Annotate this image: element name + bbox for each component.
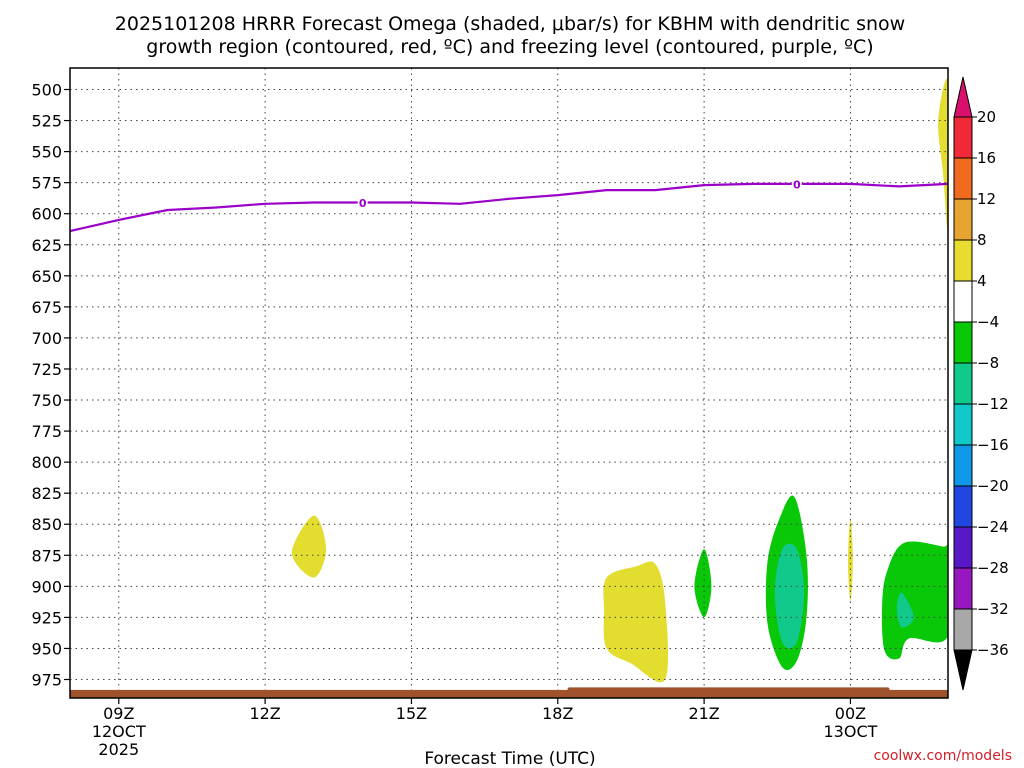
y-tick-label: 975 xyxy=(31,671,62,690)
y-tick-label: 850 xyxy=(31,515,62,534)
y-tick-label: 700 xyxy=(31,329,62,348)
colorbar-label: −16 xyxy=(977,436,1009,454)
colorbar-label: 20 xyxy=(977,108,996,126)
y-tick-label: 875 xyxy=(31,546,62,565)
colorbar-label: 16 xyxy=(977,149,996,167)
x-tick-label: 21Z xyxy=(688,704,719,723)
colorbar-segment xyxy=(953,116,973,159)
colorbar-label: −24 xyxy=(977,518,1009,536)
colorbar: 20 16 12 8 4 −4 −8 −12 −16 −20 −24 −28 −32 −36 xyxy=(953,76,1009,691)
y-tick-label: 650 xyxy=(31,267,62,286)
omega-region-4 xyxy=(774,543,805,649)
y-tick-label: 925 xyxy=(31,608,62,627)
x-tick-label: 15Z xyxy=(396,704,427,723)
x-tick-label: 18Z xyxy=(542,704,573,723)
omega-region-5 xyxy=(848,518,853,602)
colorbar-segment xyxy=(953,444,973,487)
y-tick-label: 675 xyxy=(31,298,62,317)
x-tick-year: 2025 xyxy=(98,740,139,759)
contour-label-bg xyxy=(357,195,368,210)
omega-region-1 xyxy=(603,561,669,683)
colorbar-label: −4 xyxy=(977,313,999,331)
colorbar-segment xyxy=(953,280,973,323)
y-tick-label: 500 xyxy=(31,81,62,100)
x-tick-date: 13OCT xyxy=(823,722,877,741)
colorbar-segment xyxy=(953,608,973,651)
y-tick-label: 725 xyxy=(31,360,62,379)
colorbar-segment xyxy=(953,485,973,528)
surface-band xyxy=(70,687,948,698)
omega-region-0 xyxy=(291,515,327,578)
colorbar-label: −32 xyxy=(977,600,1009,618)
y-tick-label: 625 xyxy=(31,236,62,255)
y-tick-label: 575 xyxy=(31,174,62,193)
y-axis: 500 525 550 575 600 625 650 675 700 725 750 775 800 8… xyxy=(31,81,70,690)
y-tick-label: 525 xyxy=(31,112,62,131)
chart-title-line-2: growth region (contoured, red, ºC) and f… xyxy=(146,36,873,58)
y-tick-label: 825 xyxy=(31,484,62,503)
colorbar-label: −36 xyxy=(977,641,1009,659)
colorbar-label: −12 xyxy=(977,395,1009,413)
colorbar-segment xyxy=(953,526,973,569)
colorbar-label: 8 xyxy=(977,231,987,249)
freezing-level-layer: 00 xyxy=(69,176,949,233)
omega-region-7 xyxy=(896,592,914,628)
y-tick-label: 550 xyxy=(31,143,62,162)
colorbar-segment xyxy=(953,157,973,200)
omega-region-2 xyxy=(694,549,712,618)
freezing-level-line xyxy=(69,182,949,233)
colorbar-label: −28 xyxy=(977,559,1009,577)
freezing-level-label-1: 0 xyxy=(793,178,801,191)
colorbar-segment xyxy=(953,239,973,282)
colorbar-segment xyxy=(953,567,973,610)
x-tick-label: 00Z xyxy=(835,704,866,723)
colorbar-top-arrow xyxy=(953,76,973,118)
gridlines xyxy=(70,68,948,698)
colorbar-label: −20 xyxy=(977,477,1009,495)
x-axis-label: Forecast Time (UTC) xyxy=(424,749,595,768)
colorbar-bottom-arrow xyxy=(953,649,973,691)
surface-band-main xyxy=(70,689,948,698)
y-tick-label: 775 xyxy=(31,422,62,441)
colorbar-segment xyxy=(953,321,973,364)
x-tick-label: 12Z xyxy=(249,704,280,723)
colorbar-label: 12 xyxy=(977,190,996,208)
colorbar-label: 4 xyxy=(977,272,987,290)
freezing-level-label-0: 0 xyxy=(359,197,367,210)
colorbar-label: −8 xyxy=(977,354,999,372)
x-tick-label: 09Z xyxy=(103,704,134,723)
colorbar-segment xyxy=(953,362,973,405)
x-tick-date: 12OCT xyxy=(92,722,146,741)
credit-text: coolwx.com/models xyxy=(874,748,1012,764)
y-tick-label: 900 xyxy=(31,577,62,596)
colorbar-segment xyxy=(953,403,973,446)
surface-band-raised xyxy=(567,687,890,692)
plot-frame xyxy=(69,67,949,699)
y-tick-label: 950 xyxy=(31,639,62,658)
chart-title-line-1: 2025101208 HRRR Forecast Omega (shaded, … xyxy=(115,13,905,35)
omega-region-6 xyxy=(881,541,948,660)
y-tick-label: 800 xyxy=(31,453,62,472)
colorbar-segment xyxy=(953,198,973,241)
y-tick-label: 600 xyxy=(31,205,62,224)
y-tick-label: 750 xyxy=(31,391,62,410)
contour-label-bg xyxy=(791,176,802,191)
omega-region-8 xyxy=(938,79,948,229)
omega-shading-layer xyxy=(291,79,948,683)
